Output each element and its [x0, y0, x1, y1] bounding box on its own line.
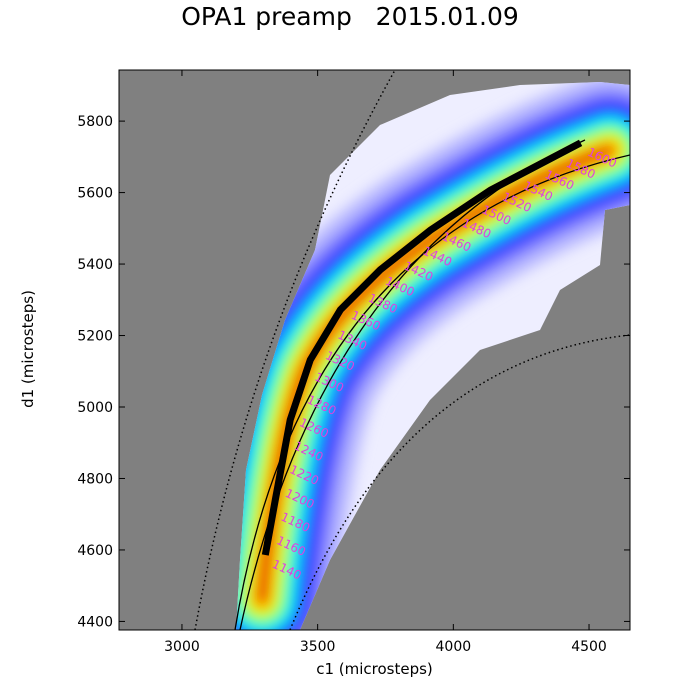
y-tick-label: 5400	[77, 257, 113, 273]
x-tick-label: 3000	[164, 639, 200, 655]
y-tick-label: 4400	[77, 614, 113, 630]
thick-fit-curve	[261, 139, 583, 556]
x-tick-label: 4000	[436, 639, 472, 655]
y-tick-label: 4600	[77, 543, 113, 559]
y-tick-label: 5200	[77, 329, 113, 345]
right-dotted-bound	[289, 334, 630, 630]
plot-frame	[118, 69, 631, 631]
y-tick-label: 5600	[77, 186, 113, 202]
thin-fit-curve-1	[234, 154, 630, 630]
y-tick-label: 5000	[77, 400, 113, 416]
x-tick-label: 3500	[300, 639, 336, 655]
chart-title: OPA1 preamp 2015.01.09	[181, 2, 519, 31]
left-dotted-bound	[194, 70, 396, 630]
y-tick-label: 4800	[77, 471, 113, 487]
x-tick-label: 4500	[571, 639, 607, 655]
y-tick-label: 5800	[77, 114, 113, 130]
x-axis-label: c1 (microsteps)	[316, 660, 433, 678]
